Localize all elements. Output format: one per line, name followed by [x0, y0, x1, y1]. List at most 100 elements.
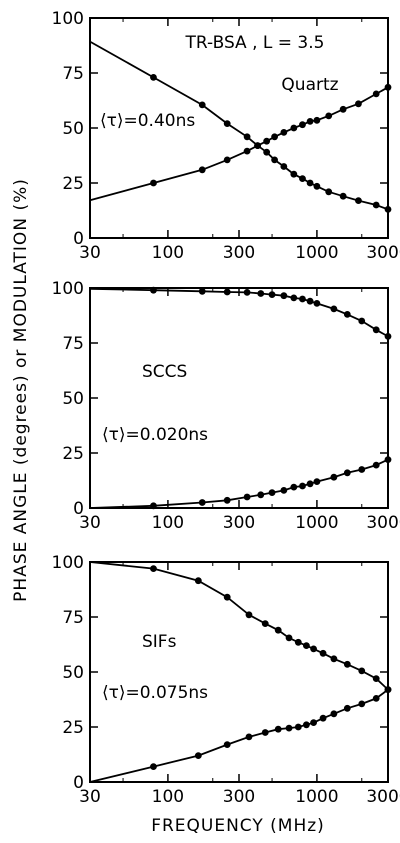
series-1-point [223, 156, 231, 164]
series-1-point [285, 724, 293, 732]
series-1-point [198, 499, 206, 506]
series-0-point [285, 634, 293, 642]
series-0-point [302, 642, 310, 649]
x-tick-label: 1000 [295, 513, 338, 533]
y-tick-label: 0 [73, 773, 84, 793]
panel-annotation: TR-BSA , L = 3.5 [185, 33, 325, 53]
series-0-point [268, 291, 276, 298]
series-1-point [194, 752, 202, 759]
series-0-point [330, 655, 338, 663]
series-1-line [89, 86, 389, 202]
series-0-point [384, 333, 392, 340]
series-0-point [339, 192, 347, 200]
series-1-point [150, 763, 157, 770]
series-1-point [245, 733, 253, 741]
series-0-point [194, 577, 202, 585]
series-1-point [384, 686, 392, 693]
series-0-point [310, 645, 317, 653]
series-0-point [358, 667, 366, 675]
y-tick-label: 100 [52, 9, 84, 29]
panel-annotation: ⟨τ⟩=0.075ns [102, 683, 208, 703]
series-0-point [372, 675, 380, 682]
x-tick-label: 1000 [295, 787, 338, 807]
series-1-point [339, 105, 347, 113]
plot-frame [89, 561, 389, 783]
series-0-point [290, 170, 298, 178]
series-1-point [150, 179, 157, 187]
series-0-point [290, 294, 298, 302]
series-1-point [313, 116, 321, 124]
y-tick-label: 50 [62, 119, 84, 139]
series-1-point [254, 142, 262, 150]
series-0-point [294, 638, 302, 646]
series-1-point [319, 714, 327, 722]
series-0-point [223, 120, 231, 127]
series-0-point [261, 620, 269, 627]
x-tick-label: 300 [223, 513, 255, 533]
series-0-point [325, 188, 333, 196]
series-0-point [150, 74, 157, 81]
series-1-point [280, 129, 288, 136]
series-0-point [358, 317, 366, 325]
series-1-point [280, 487, 288, 494]
series-0-point [280, 292, 288, 300]
panel-annotation: SCCS [142, 362, 187, 382]
series-1-point [263, 137, 271, 145]
panel-annotation: ⟨τ⟩=0.020ns [102, 425, 208, 445]
series-0-point [245, 611, 253, 619]
series-0-point [280, 163, 288, 170]
series-1-point [355, 100, 362, 108]
series-1-point [268, 489, 276, 496]
series-1-point [358, 466, 366, 473]
x-axis-label: FREQUENCY (MHz) [151, 816, 325, 836]
series-1-point [343, 469, 351, 477]
series-0-point [271, 156, 278, 164]
series-1-point [384, 83, 392, 91]
series-1-point [302, 721, 310, 729]
series-0-point [223, 288, 231, 296]
series-0-point [299, 295, 306, 303]
y-tick-label: 100 [52, 553, 84, 573]
series-0-point [274, 626, 282, 634]
y-tick-label: 75 [62, 334, 84, 354]
series-0-point [313, 182, 321, 190]
y-tick-label: 50 [62, 389, 84, 409]
y-tick-label: 75 [62, 64, 84, 84]
y-axis-label: PHASE ANGLE (degrees) or MODULATION (%) [11, 178, 31, 602]
series-0-point [198, 287, 206, 295]
series-1-point [261, 729, 269, 736]
series-1-line [89, 688, 389, 783]
series-0-point [384, 206, 392, 213]
series-1-point [372, 461, 380, 469]
series-1-point [223, 741, 231, 748]
y-tick-label: 25 [62, 174, 84, 194]
series-1-point [310, 719, 317, 726]
series-0-point [223, 593, 231, 601]
series-0-point [319, 649, 327, 657]
x-tick-label: 300 [223, 787, 255, 807]
series-1-point [223, 496, 231, 504]
series-1-point [313, 478, 321, 485]
series-1-point [257, 491, 265, 499]
series-1-point [274, 725, 282, 733]
series-1-point [243, 493, 251, 501]
y-tick-label: 75 [62, 608, 84, 628]
series-0-point [372, 326, 380, 334]
y-tick-label: 25 [62, 718, 84, 738]
panel-annotation: Quartz [281, 75, 338, 95]
panels: 30100300100030000255075100TR-BSA , L = 3… [52, 9, 400, 807]
x-tick-label: 1000 [295, 243, 338, 263]
y-tick-label: 100 [52, 279, 84, 299]
x-tick-label: 100 [152, 787, 184, 807]
series-0-point [343, 660, 351, 668]
y-tick-label: 0 [73, 229, 84, 249]
series-0-point [150, 565, 157, 572]
series-1-point [343, 704, 351, 712]
series-1-point [306, 118, 314, 125]
